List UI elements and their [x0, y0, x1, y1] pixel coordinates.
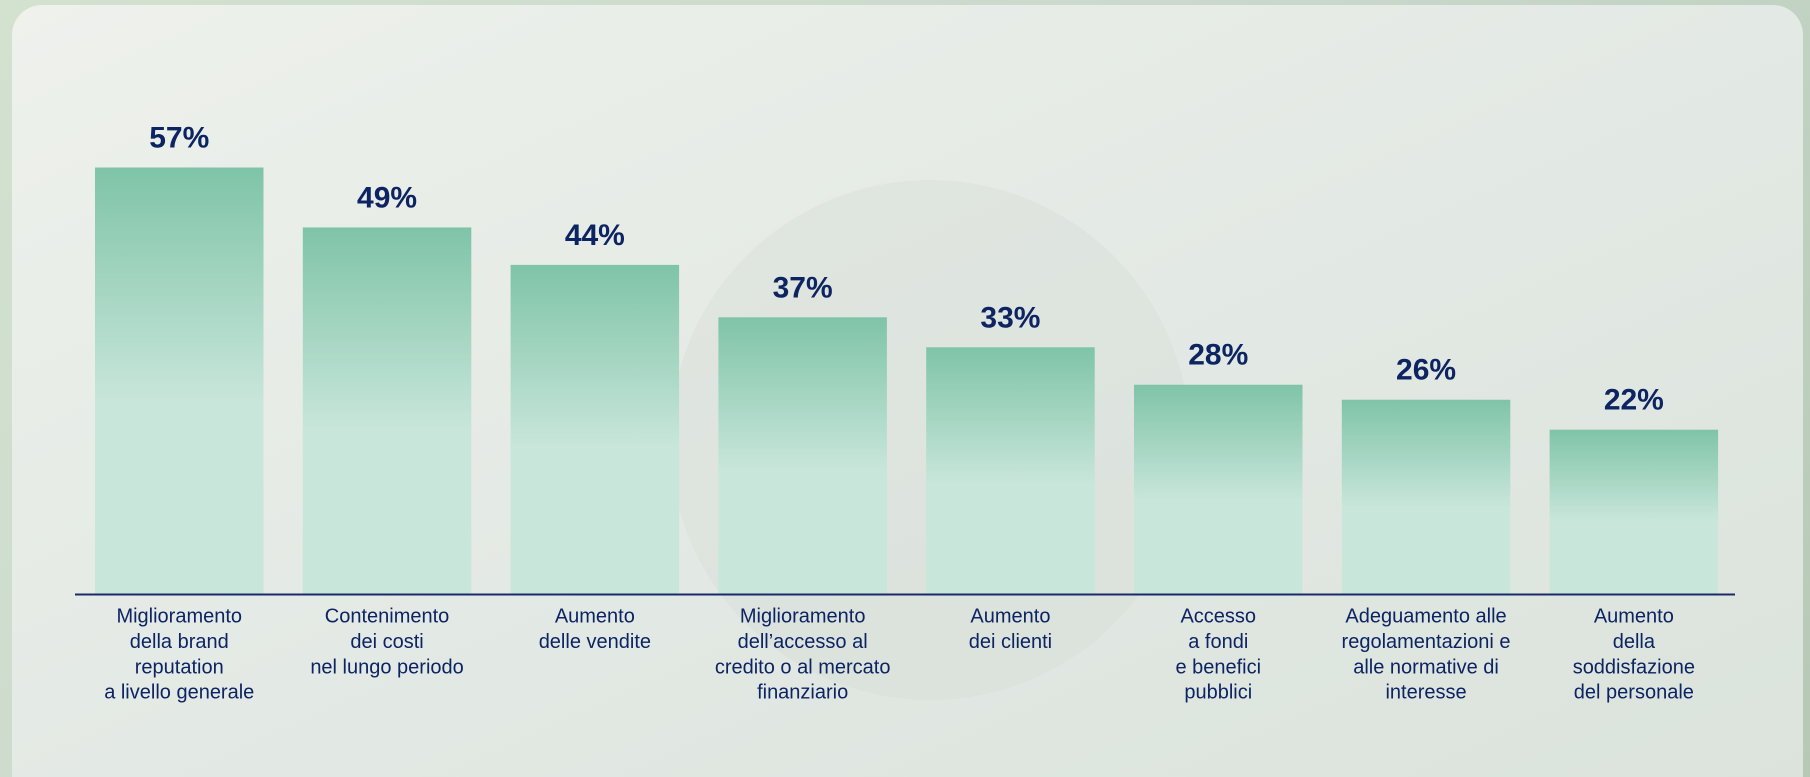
bar	[1134, 384, 1303, 595]
category-line: Aumento	[555, 606, 635, 628]
value-label: 44%	[565, 219, 625, 252]
category-line: della brand	[130, 631, 229, 653]
category-label: Aumento della soddisfazione del personale	[1573, 606, 1695, 704]
bar	[1549, 429, 1719, 595]
category-line: credito o al mercato	[715, 656, 891, 678]
bar	[95, 167, 264, 595]
category-line: Miglioramento	[116, 606, 242, 628]
category-line: dei costi	[350, 631, 423, 653]
category-label: Miglioramento dell’accesso al credito o al…	[715, 606, 891, 704]
category-line: e benefici	[1175, 656, 1261, 678]
category-line: dell’accesso al	[738, 631, 868, 653]
category-line: dei clienti	[969, 631, 1052, 653]
category-line: a fondi	[1188, 631, 1248, 653]
value-label: 26%	[1396, 354, 1456, 387]
category-label: Aumento dei clienti	[969, 606, 1052, 653]
category-line: Contenimento	[325, 606, 450, 628]
bar	[510, 264, 680, 595]
category-line: interesse	[1385, 682, 1466, 704]
category-line: reputation	[135, 656, 224, 678]
bar	[302, 227, 472, 595]
category-line: Miglioramento	[740, 606, 866, 628]
category-line: nel lungo periodo	[310, 656, 463, 678]
bar	[718, 317, 887, 595]
value-label: 33%	[980, 301, 1040, 334]
category-line: Aumento	[970, 606, 1050, 628]
category-line: delle vendite	[539, 631, 651, 653]
category-line: della	[1613, 631, 1656, 653]
category-label: Accesso a fondi e benefici pubblici	[1175, 606, 1261, 704]
category-line: del personale	[1574, 682, 1694, 704]
category-line: soddisfazione	[1573, 656, 1695, 678]
category-line: finanziario	[757, 682, 848, 704]
category-label: Miglioramento della brand reputation a live…	[104, 606, 254, 704]
value-label: 22%	[1604, 384, 1664, 417]
value-label: 49%	[357, 181, 417, 214]
bar	[926, 347, 1095, 595]
category-line: Adeguamento alle	[1345, 606, 1506, 628]
value-label: 37%	[773, 271, 833, 304]
value-label: 28%	[1188, 339, 1248, 372]
category-label: Aumento delle vendite	[539, 606, 651, 653]
value-label: 57%	[149, 122, 209, 155]
category-line: regolamentazioni e	[1342, 631, 1511, 653]
category-line: pubblici	[1184, 682, 1252, 704]
category-line: alle normative di	[1353, 656, 1499, 678]
category-line: Aumento	[1594, 606, 1674, 628]
category-label: Adeguamento alle regolamentazioni e alle n…	[1342, 606, 1511, 704]
category-label: Contenimento dei costi nel lungo periodo	[310, 606, 463, 679]
bar	[1341, 399, 1511, 595]
category-line: a livello generale	[104, 682, 254, 704]
category-line: Accesso	[1180, 606, 1256, 628]
